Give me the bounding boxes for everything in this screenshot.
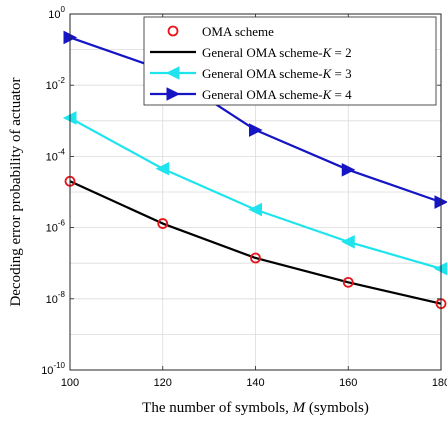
legend-marker <box>167 25 179 37</box>
series-1 <box>69 180 442 305</box>
legend-label: OMA scheme <box>202 24 274 39</box>
legend-marker <box>165 66 180 80</box>
data-point <box>249 123 263 137</box>
data-point <box>341 163 356 177</box>
data-point <box>157 218 169 229</box>
legend-entry: General OMA scheme-K = 2 <box>150 45 352 60</box>
x-axis-label: The number of symbols, M (symbols) <box>142 400 369 416</box>
data-point <box>155 161 170 176</box>
data-point <box>341 234 355 249</box>
legend-marker <box>166 87 181 101</box>
legend-entry: General OMA scheme-K = 4 <box>150 87 352 102</box>
y-tick-label: 10-8 <box>46 290 66 306</box>
data-point <box>248 202 262 217</box>
y-axis-label: Decoding error probability of actuator <box>8 77 24 306</box>
series-line <box>69 180 442 305</box>
y-tick-label: 10-10 <box>41 361 65 377</box>
x-tick-label: 160 <box>339 377 357 389</box>
y-tick-label: 10-6 <box>46 219 66 235</box>
y-tick-label: 10-4 <box>46 147 66 163</box>
x-tick-label: 180 <box>432 377 447 389</box>
legend-entry: General OMA scheme-K = 3 <box>150 66 352 81</box>
data-point <box>250 252 261 264</box>
legend-label: General OMA scheme-K = 2 <box>202 45 352 60</box>
x-tick-label: 120 <box>154 377 172 389</box>
data-point <box>342 276 354 288</box>
x-tick-label: 100 <box>61 377 79 389</box>
legend: OMA scheme General OMA scheme-K = 2 Genera… <box>143 16 437 106</box>
legend-label: General OMA scheme-K = 4 <box>202 87 352 102</box>
x-tick-label: 140 <box>246 377 264 389</box>
legend-label: General OMA scheme-K = 3 <box>202 66 352 81</box>
y-tick-label: 10-2 <box>46 76 66 92</box>
legend-box <box>143 16 437 106</box>
legend-entry: OMA scheme <box>167 24 274 39</box>
y-tick-label: 100 <box>48 5 65 21</box>
axis-ticks: 100 120 140 160 180 100 10-2 10-4 10-6 10-8 10-10 <box>41 5 447 389</box>
